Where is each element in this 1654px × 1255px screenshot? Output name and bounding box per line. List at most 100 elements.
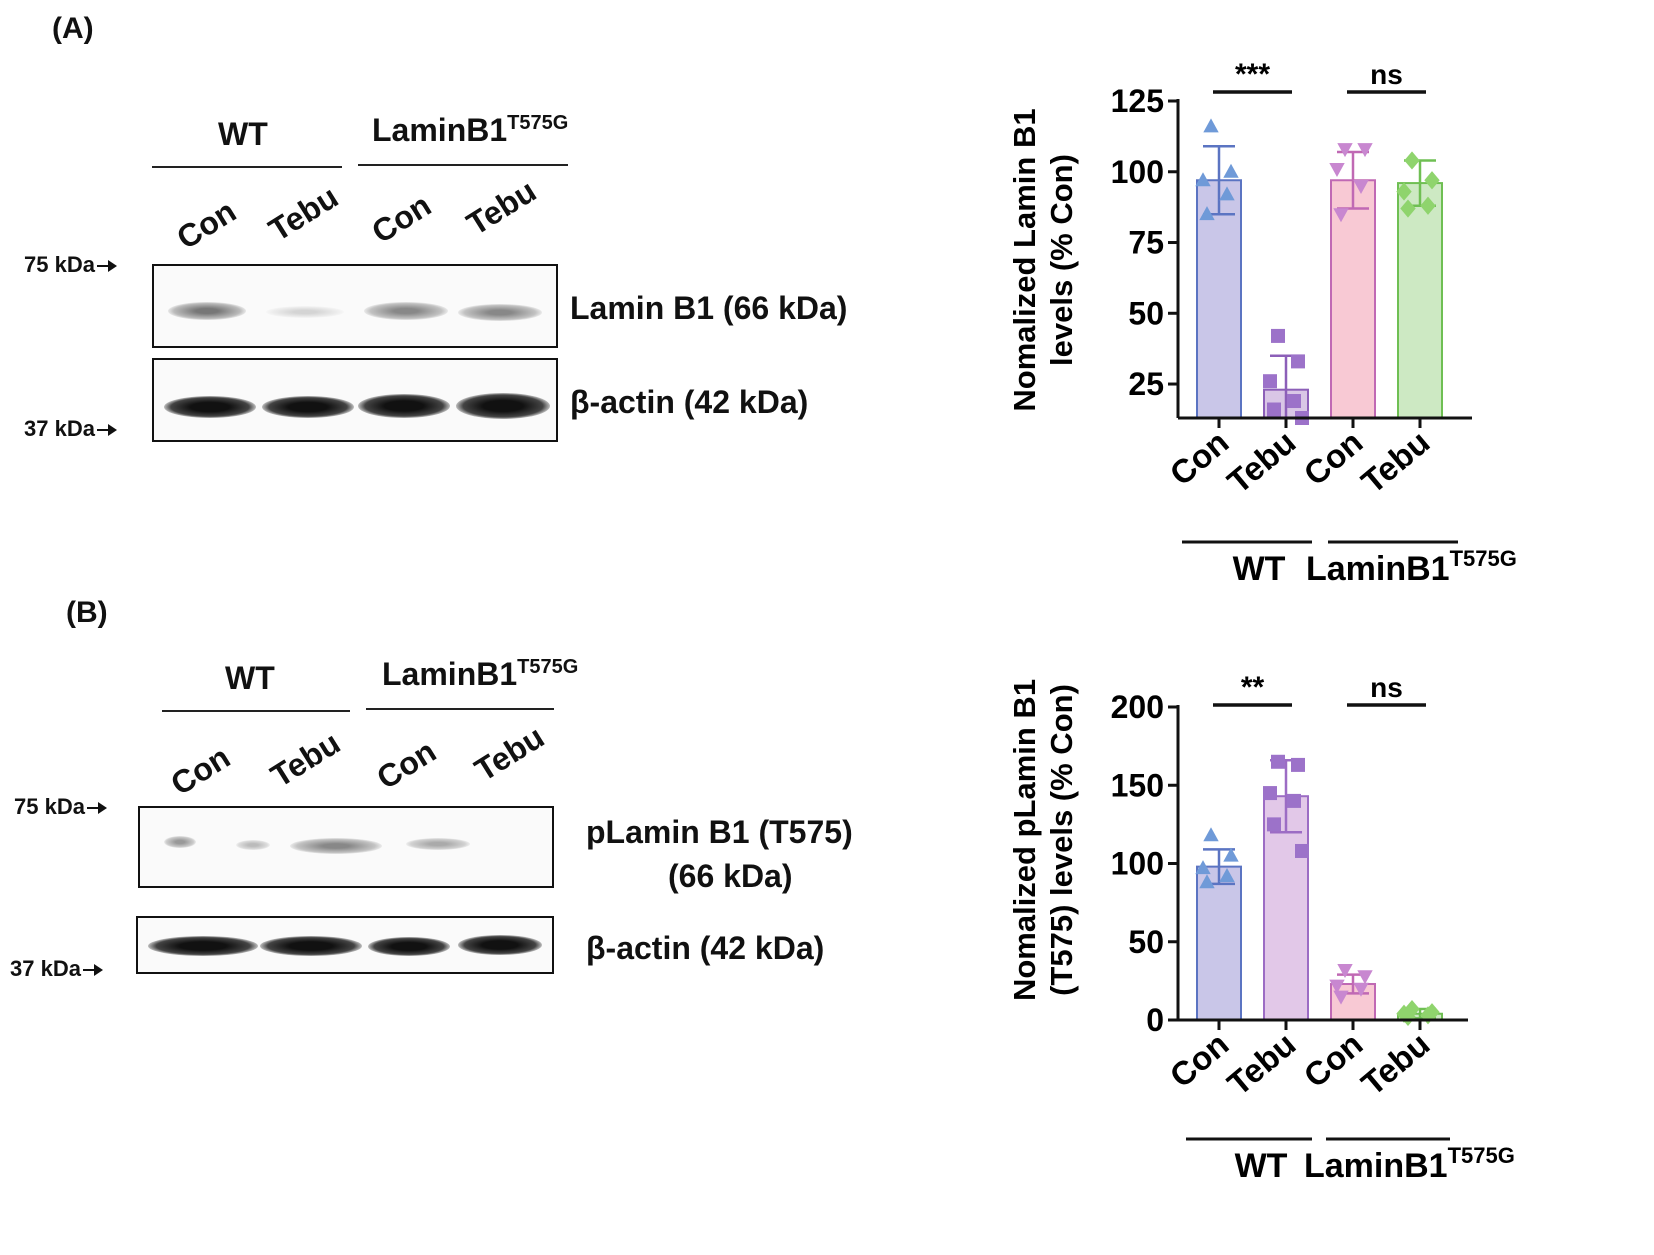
band [266,306,344,318]
data-point [1271,754,1285,769]
band [262,396,354,418]
group-label-mutant: LaminB1T575G [1304,1143,1515,1185]
band [458,935,542,955]
group-label-wt: WT [1233,550,1286,588]
panel-a-wt-rule [152,166,342,168]
band [168,302,246,320]
data-point [1420,196,1436,215]
data-point [1396,182,1412,201]
data-point [1329,979,1345,994]
data-point [1195,860,1211,875]
y-axis-title: Nomalized pLamin B1 [1007,679,1042,1001]
panel-a-laminb1-label: Lamin B1 (66 kDa) [570,290,848,326]
y-tick-label: 25 [1128,366,1164,402]
bar [1196,865,1242,1021]
data-point [1329,162,1345,177]
data-point [1195,172,1211,187]
y-axis-title: levels (% Con) [1044,154,1079,366]
panel-a-marker-37: 37 kDa [24,416,117,442]
data-point [1424,171,1440,190]
panel-a-wt-label: WT [218,116,268,152]
data-point [1219,867,1235,882]
data-point [1404,151,1420,170]
panel-a-label: (A) [52,12,94,45]
data-point [1267,817,1281,832]
band [148,936,258,956]
panel-a-lane-2: Tebu [262,178,345,249]
data-point [1203,118,1219,133]
data-point [1400,199,1416,218]
data-point [1295,843,1309,858]
y-tick-label: 100 [1111,846,1164,882]
y-tick-label: 50 [1128,924,1164,960]
x-tick-label: Con [1163,423,1236,493]
y-tick-label: 0 [1146,1002,1164,1038]
x-tick-label: Tebu [1220,1025,1302,1102]
group-label-mutant: LaminB1T575G [1306,546,1517,588]
band [406,838,470,850]
data-point [1357,970,1373,985]
data-point [1291,757,1305,772]
group-label-mutant-superscript: T575G [1448,1143,1515,1168]
panel-b-marker-75: 75 kDa [14,794,107,820]
data-point [1357,143,1373,158]
significance-label: ns [1370,59,1403,90]
x-tick-label: Con [1297,1025,1370,1095]
y-tick-label: 50 [1128,295,1164,331]
panel-a-marker-75: 75 kDa [24,252,117,278]
data-point [1199,874,1215,889]
data-point [1353,179,1369,194]
panel-a-actin-label: β-actin (42 kDa) [570,384,809,420]
data-point [1333,990,1349,1005]
data-point [1223,163,1239,178]
y-tick-label: 150 [1111,767,1164,803]
data-point [1263,374,1277,389]
data-point [1271,328,1285,343]
data-point [1203,827,1219,842]
panel-b-actin-blot [136,916,554,974]
group-label-wt: WT [1235,1147,1288,1185]
data-point [1223,847,1239,862]
panel-b-wt-label: WT [225,660,275,696]
data-point [1337,963,1353,978]
band [458,304,542,321]
data-point [1287,793,1301,808]
panel-b-actin-label: β-actin (42 kDa) [586,930,825,966]
y-axis-title: Nomalized Lamin B1 [1007,108,1042,411]
band [456,393,550,419]
band [164,836,196,848]
y-tick-label: 125 [1111,83,1164,119]
bar [1397,182,1443,419]
band [290,838,382,854]
x-tick-label: Tebu [1354,423,1436,500]
band [358,394,450,418]
significance-label: ns [1370,672,1403,703]
panel-b-label: (B) [66,596,108,629]
x-tick-label: Tebu [1220,423,1302,500]
panel-a-mutant-rule [358,164,568,166]
bar [1330,179,1376,419]
panel-b-lane-1: Con [164,738,237,803]
data-point [1291,354,1305,369]
panel-a-laminb1-blot [152,264,558,348]
panel-b-plaminb1-label-line2: (66 kDa) [668,858,793,894]
x-tick-label: Tebu [1354,1025,1436,1102]
bar-chart-b: Nomalized pLamin B1 (T575) levels (% Con)… [1007,671,1515,1185]
group-label-mutant-superscript: T575G [1450,546,1517,571]
data-point [1353,982,1369,997]
y-tick-label: 100 [1111,154,1164,190]
panel-a-lane-3: Con [365,186,438,251]
data-point [1263,786,1277,801]
data-point [1219,186,1235,201]
data-point [1267,402,1281,417]
panel-b-wt-rule [162,710,350,712]
band [164,396,256,418]
data-point [1287,394,1301,409]
significance-label: ** [1241,671,1265,704]
x-tick-label: Con [1297,423,1370,493]
panel-b-plaminb1-blot [138,806,554,888]
y-tick-label: 200 [1111,689,1164,725]
band [260,936,362,956]
panel-a-mutant-label: LaminB1T575G [372,112,569,148]
band [236,840,270,850]
